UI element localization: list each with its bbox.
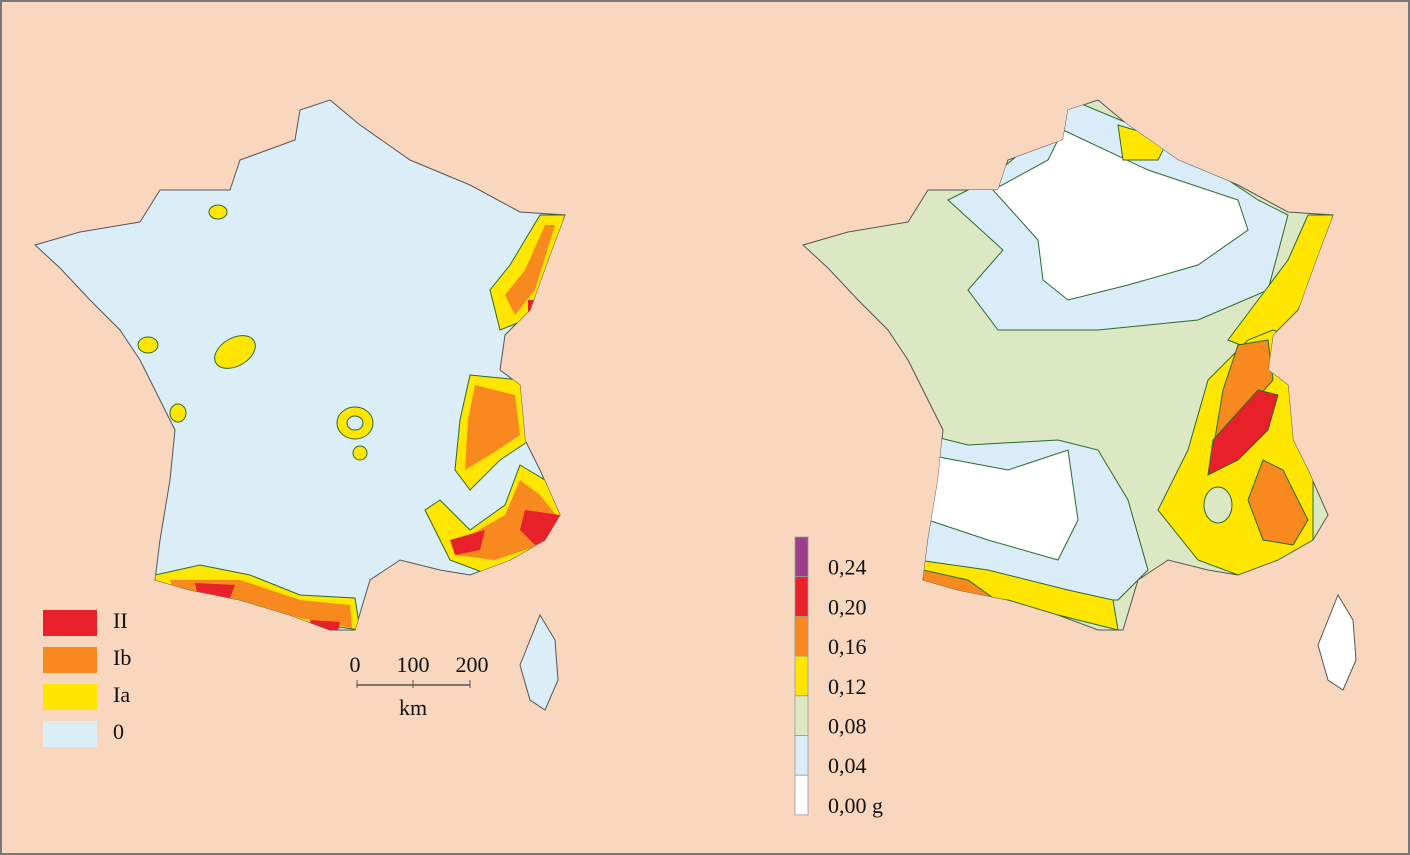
- legend-label: 0,08: [828, 714, 867, 739]
- legend-swatch: [794, 616, 809, 657]
- legend-swatch: [43, 684, 97, 710]
- legend-swatch: [794, 774, 809, 816]
- scale-tick: 200: [456, 652, 489, 677]
- legend-swatch: [794, 695, 809, 736]
- scale-bar: 0 100 200 km: [350, 652, 489, 720]
- scale-tick: 100: [397, 652, 430, 677]
- scale-unit: km: [399, 695, 427, 720]
- legend-label: 0,24: [828, 555, 867, 580]
- legend-swatch: [43, 610, 97, 636]
- legend-label: 0,20: [828, 594, 867, 619]
- legend-swatch: [43, 721, 97, 747]
- legend-label: 0: [113, 719, 124, 744]
- scale-tick: 0: [350, 652, 361, 677]
- legend-label: 0,16: [828, 634, 867, 659]
- legend-label: Ia: [113, 682, 130, 707]
- legend-label: 0,00 g: [828, 793, 883, 818]
- right-legend: 0,24 0,20 0,16 0,12 0,08 0,04 0,00 g: [794, 536, 883, 818]
- legend-swatch: [794, 735, 809, 776]
- left-map: [34, 99, 566, 711]
- legend-swatch: [794, 655, 809, 697]
- left-legend: II Ib Ia 0: [43, 608, 131, 747]
- legend-swatch: [794, 536, 809, 578]
- legend-swatch: [43, 647, 97, 673]
- legend-label: II: [113, 608, 128, 633]
- right-map: [802, 99, 1357, 691]
- legend-label: Ib: [113, 645, 131, 670]
- legend-swatch: [794, 576, 809, 617]
- legend-label: 0,12: [828, 674, 867, 699]
- legend-label: 0,04: [828, 753, 867, 778]
